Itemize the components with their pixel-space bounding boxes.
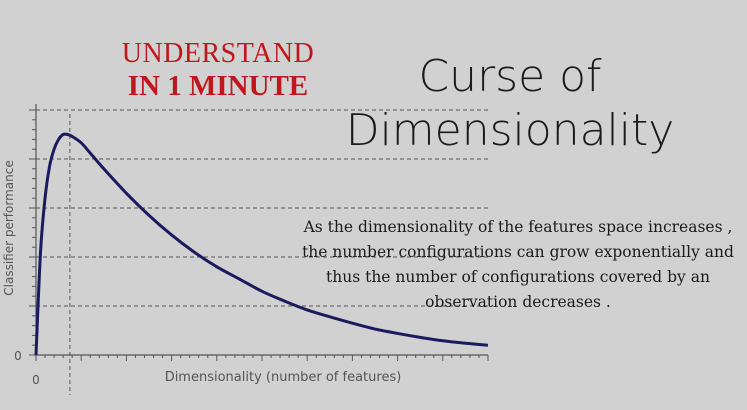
series-line-classifier-performance: [34, 132, 489, 356]
badge-understand: UNDERSTAND: [121, 38, 315, 69]
chart-grid: [36, 109, 488, 395]
page-title: Curse of Dimensionality: [330, 50, 690, 158]
x-tick-label-0: 0: [32, 373, 40, 387]
chart-axes: [29, 104, 489, 361]
title-line-1: Curse of: [418, 51, 602, 102]
badge-in-1-minute: IN 1 MINUTE: [127, 70, 309, 102]
y-axis-label: Classifier performance: [2, 160, 16, 295]
y-tick-label-0: 0: [14, 349, 22, 363]
x-axis-label: Dimensionality (number of features): [165, 370, 402, 385]
title-line-2: Dimensionality: [345, 105, 675, 156]
description-text: As the dimensionality of the features sp…: [302, 218, 734, 311]
